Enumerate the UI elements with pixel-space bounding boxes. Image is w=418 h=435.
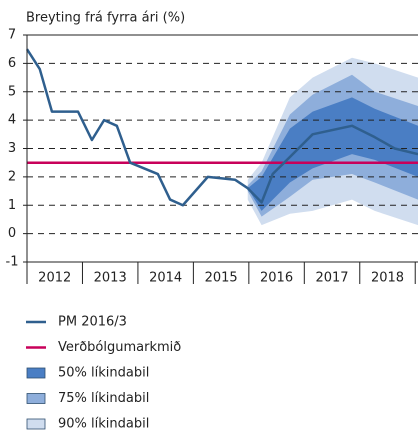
y-tick-label: 7 (8, 28, 16, 43)
legend-label: PM 2016/3 (58, 315, 127, 330)
y-tick-label: 4 (8, 113, 16, 128)
y-tick-label: 6 (8, 56, 16, 71)
y-tick-label: 5 (8, 84, 16, 99)
y-tick-label: 1 (8, 198, 16, 213)
legend-swatch (26, 367, 46, 379)
y-tick-label: 0 (8, 226, 16, 241)
y-tick-label: -1 (6, 255, 19, 270)
legend-swatch (26, 393, 46, 404)
legend-label: 50% líkindabil (58, 366, 149, 381)
y-tick-label: 2 (8, 169, 16, 184)
x-tick-label: 2015 (205, 271, 238, 286)
x-tick-label: 2017 (315, 271, 348, 286)
legend-label: 90% líkindabil (58, 417, 149, 432)
x-tick-label: 2012 (38, 271, 71, 286)
legend-label: 75% líkindabil (58, 391, 149, 406)
line (25, 48, 418, 207)
legend-swatch (26, 418, 46, 430)
x-tick-label: 2016 (260, 271, 293, 286)
y-tick-label: 3 (8, 141, 16, 156)
fan-band (247, 97, 418, 211)
x-tick-label: 2018 (371, 271, 404, 286)
legend-label: Verðbólgumarkmið (58, 340, 181, 355)
y-axis-label: Breyting frá fyrra ári (%) (26, 11, 185, 26)
x-tick-label: 2014 (149, 271, 182, 286)
x-tick-label: 2013 (94, 271, 127, 286)
